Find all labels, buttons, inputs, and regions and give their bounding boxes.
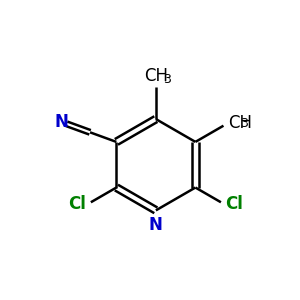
Text: 3: 3 — [163, 73, 171, 86]
Text: Cl: Cl — [69, 195, 86, 213]
Text: Cl: Cl — [225, 195, 243, 213]
Text: CH: CH — [228, 114, 252, 132]
Text: 3: 3 — [240, 117, 248, 130]
Text: N: N — [149, 216, 163, 234]
Text: N: N — [55, 113, 68, 131]
Text: CH: CH — [144, 67, 168, 85]
